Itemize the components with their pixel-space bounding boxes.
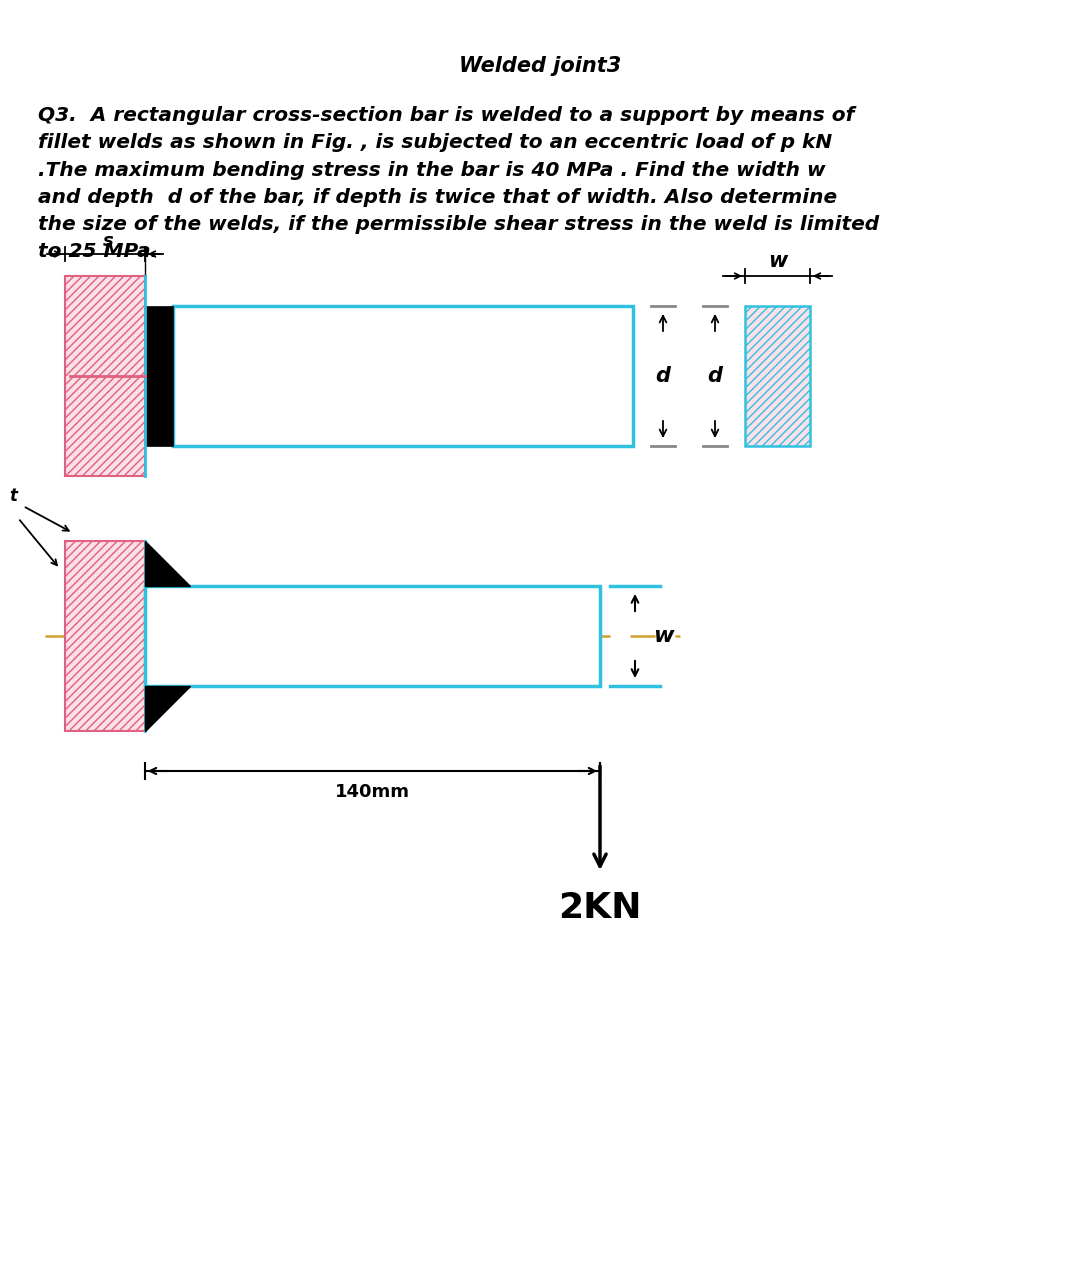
Bar: [145, 586, 600, 686]
Text: t: t: [9, 487, 17, 504]
Text: w: w: [653, 625, 674, 646]
Bar: [65, 276, 145, 475]
Polygon shape: [145, 686, 190, 731]
Text: s: s: [103, 232, 113, 250]
Text: Welded joint3: Welded joint3: [459, 55, 621, 76]
Bar: [145, 306, 173, 446]
Text: 140mm: 140mm: [335, 783, 410, 801]
Bar: [745, 306, 810, 446]
Text: Q3.  A rectangular cross-section bar is welded to a support by means of
fillet w: Q3. A rectangular cross-section bar is w…: [38, 106, 879, 261]
Bar: [173, 306, 633, 446]
Bar: [65, 541, 145, 731]
Text: w: w: [768, 251, 787, 271]
Text: d: d: [707, 366, 723, 386]
Text: 2KN: 2KN: [558, 892, 642, 926]
Text: d: d: [656, 366, 671, 386]
Polygon shape: [145, 541, 190, 586]
